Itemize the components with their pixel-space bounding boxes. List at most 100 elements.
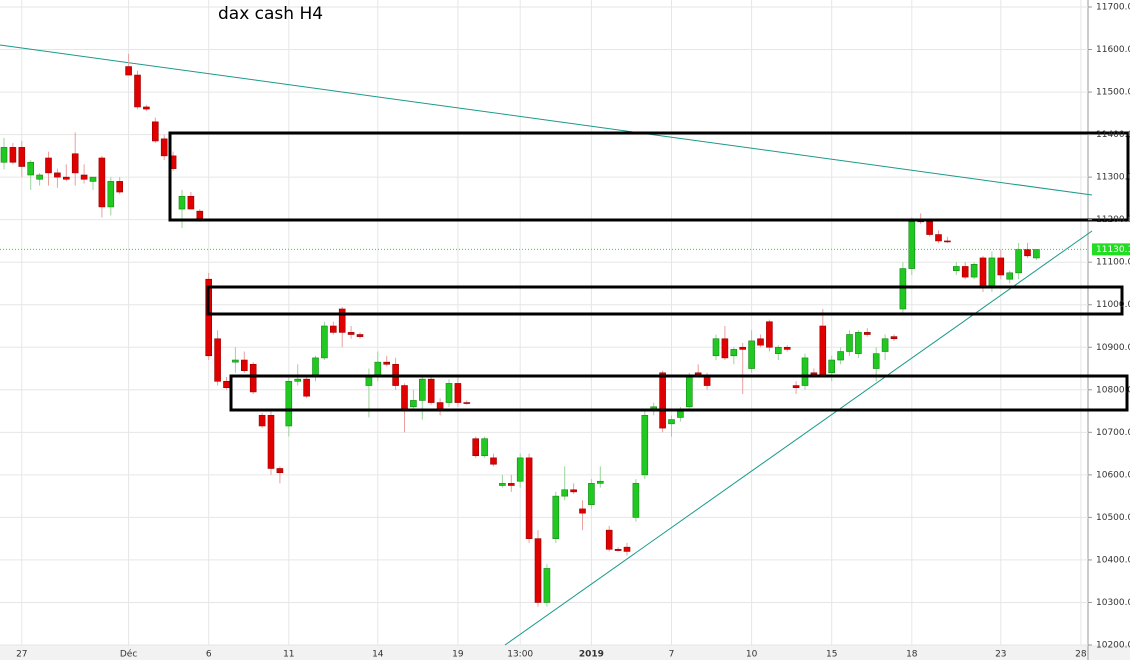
candle-body	[712, 338, 720, 357]
candle-body	[632, 483, 640, 518]
candle-body	[258, 415, 266, 427]
candle-body	[561, 489, 569, 497]
candle-body	[766, 321, 773, 348]
candle-body	[899, 268, 907, 310]
candle-body	[249, 363, 257, 393]
candle-body	[659, 372, 666, 429]
candle-body	[205, 278, 212, 357]
candle-body	[45, 157, 52, 174]
y-tick-label: 10600.00	[1096, 470, 1130, 480]
candle-body	[552, 495, 560, 539]
candle-body	[944, 240, 951, 243]
candle-body	[9, 147, 17, 163]
candle-body	[134, 74, 141, 108]
y-tick-label: 10800.00	[1096, 385, 1130, 395]
candle-body	[445, 383, 453, 403]
candle-body	[614, 548, 622, 551]
candle-body	[267, 415, 275, 469]
x-tick-label: Déc	[120, 649, 137, 660]
candle-body	[534, 538, 542, 603]
trendline	[0, 44, 1093, 196]
candle-body	[116, 181, 123, 193]
candle-body	[285, 380, 293, 427]
candle-body	[819, 325, 827, 376]
candle-body	[783, 346, 791, 350]
candle-body	[187, 195, 195, 210]
candle-body	[1015, 249, 1022, 274]
candle-body	[863, 332, 871, 335]
candle-body	[596, 480, 604, 484]
candle-body	[774, 346, 782, 354]
candle-body	[792, 385, 800, 388]
candle-body	[303, 378, 310, 397]
x-tick-label: 18	[906, 650, 918, 660]
candle-body	[623, 546, 631, 552]
candle-body	[588, 483, 595, 505]
y-tick-label: 11400.00	[1096, 130, 1130, 140]
candle-body	[321, 325, 328, 359]
y-tick-label: 11100.00	[1096, 258, 1130, 268]
candle-body	[241, 359, 248, 371]
candle-body	[1024, 249, 1031, 257]
candle-body	[890, 336, 898, 340]
x-tick-label: 23	[995, 650, 1006, 660]
x-tick-label: 13:00	[507, 650, 533, 660]
x-tick-label: 15	[826, 650, 837, 660]
candle-body	[329, 325, 337, 333]
candle-body	[401, 385, 408, 410]
zone-box	[229, 374, 1129, 412]
candle-body	[935, 234, 942, 242]
candle-body	[472, 438, 480, 457]
candle-body	[160, 138, 168, 157]
y-tick-label: 10500.00	[1096, 513, 1130, 523]
candle-body	[80, 174, 88, 180]
candle-body	[27, 161, 35, 176]
candle-body	[347, 332, 355, 335]
candle-body	[36, 174, 43, 180]
candle-body	[214, 338, 221, 382]
candle-body	[463, 402, 471, 404]
zone-box	[206, 285, 1124, 316]
y-tick-label: 10300.00	[1096, 598, 1130, 608]
candle-body	[152, 121, 159, 142]
trendline	[504, 230, 1093, 646]
candle-body	[427, 378, 435, 403]
y-tick-label: 10700.00	[1096, 428, 1130, 438]
candle-body	[730, 349, 738, 357]
last-price-label: 11130.18	[1096, 245, 1130, 255]
chart-title: dax cash H4	[218, 4, 323, 24]
x-tick-label: 28	[1075, 650, 1087, 660]
candle-body	[178, 195, 186, 210]
y-tick-label: 10400.00	[1096, 555, 1130, 565]
y-tick-label: 11300.00	[1096, 173, 1130, 183]
candle-body	[223, 380, 230, 388]
y-tick-label: 10200.00	[1096, 641, 1130, 651]
candle-body	[62, 176, 70, 180]
y-tick-label: 11700.00	[1096, 3, 1130, 13]
candle-body	[312, 357, 319, 378]
candle-body	[196, 210, 204, 220]
candle-body	[481, 438, 488, 457]
candle-body	[1006, 272, 1014, 280]
candle-body	[846, 334, 853, 352]
candle-body	[721, 338, 729, 359]
candle-body	[801, 357, 809, 386]
x-axis-band	[0, 645, 1130, 660]
candle-body	[685, 376, 693, 408]
candle-body	[757, 338, 764, 346]
candle-body	[365, 376, 373, 386]
x-tick-label: 27	[16, 650, 27, 660]
candle-body	[490, 457, 497, 465]
candle-body	[507, 483, 515, 486]
candle-body	[294, 378, 302, 382]
candle-body	[516, 457, 524, 482]
x-tick-label: 11	[283, 650, 294, 660]
candle-body	[418, 378, 426, 401]
candle-body	[338, 308, 346, 333]
x-tick-label: 19	[452, 650, 464, 660]
candle-body	[837, 351, 844, 361]
y-tick-label: 11200.00	[1096, 215, 1130, 225]
candle-body	[125, 66, 132, 76]
candle-body	[107, 181, 115, 208]
